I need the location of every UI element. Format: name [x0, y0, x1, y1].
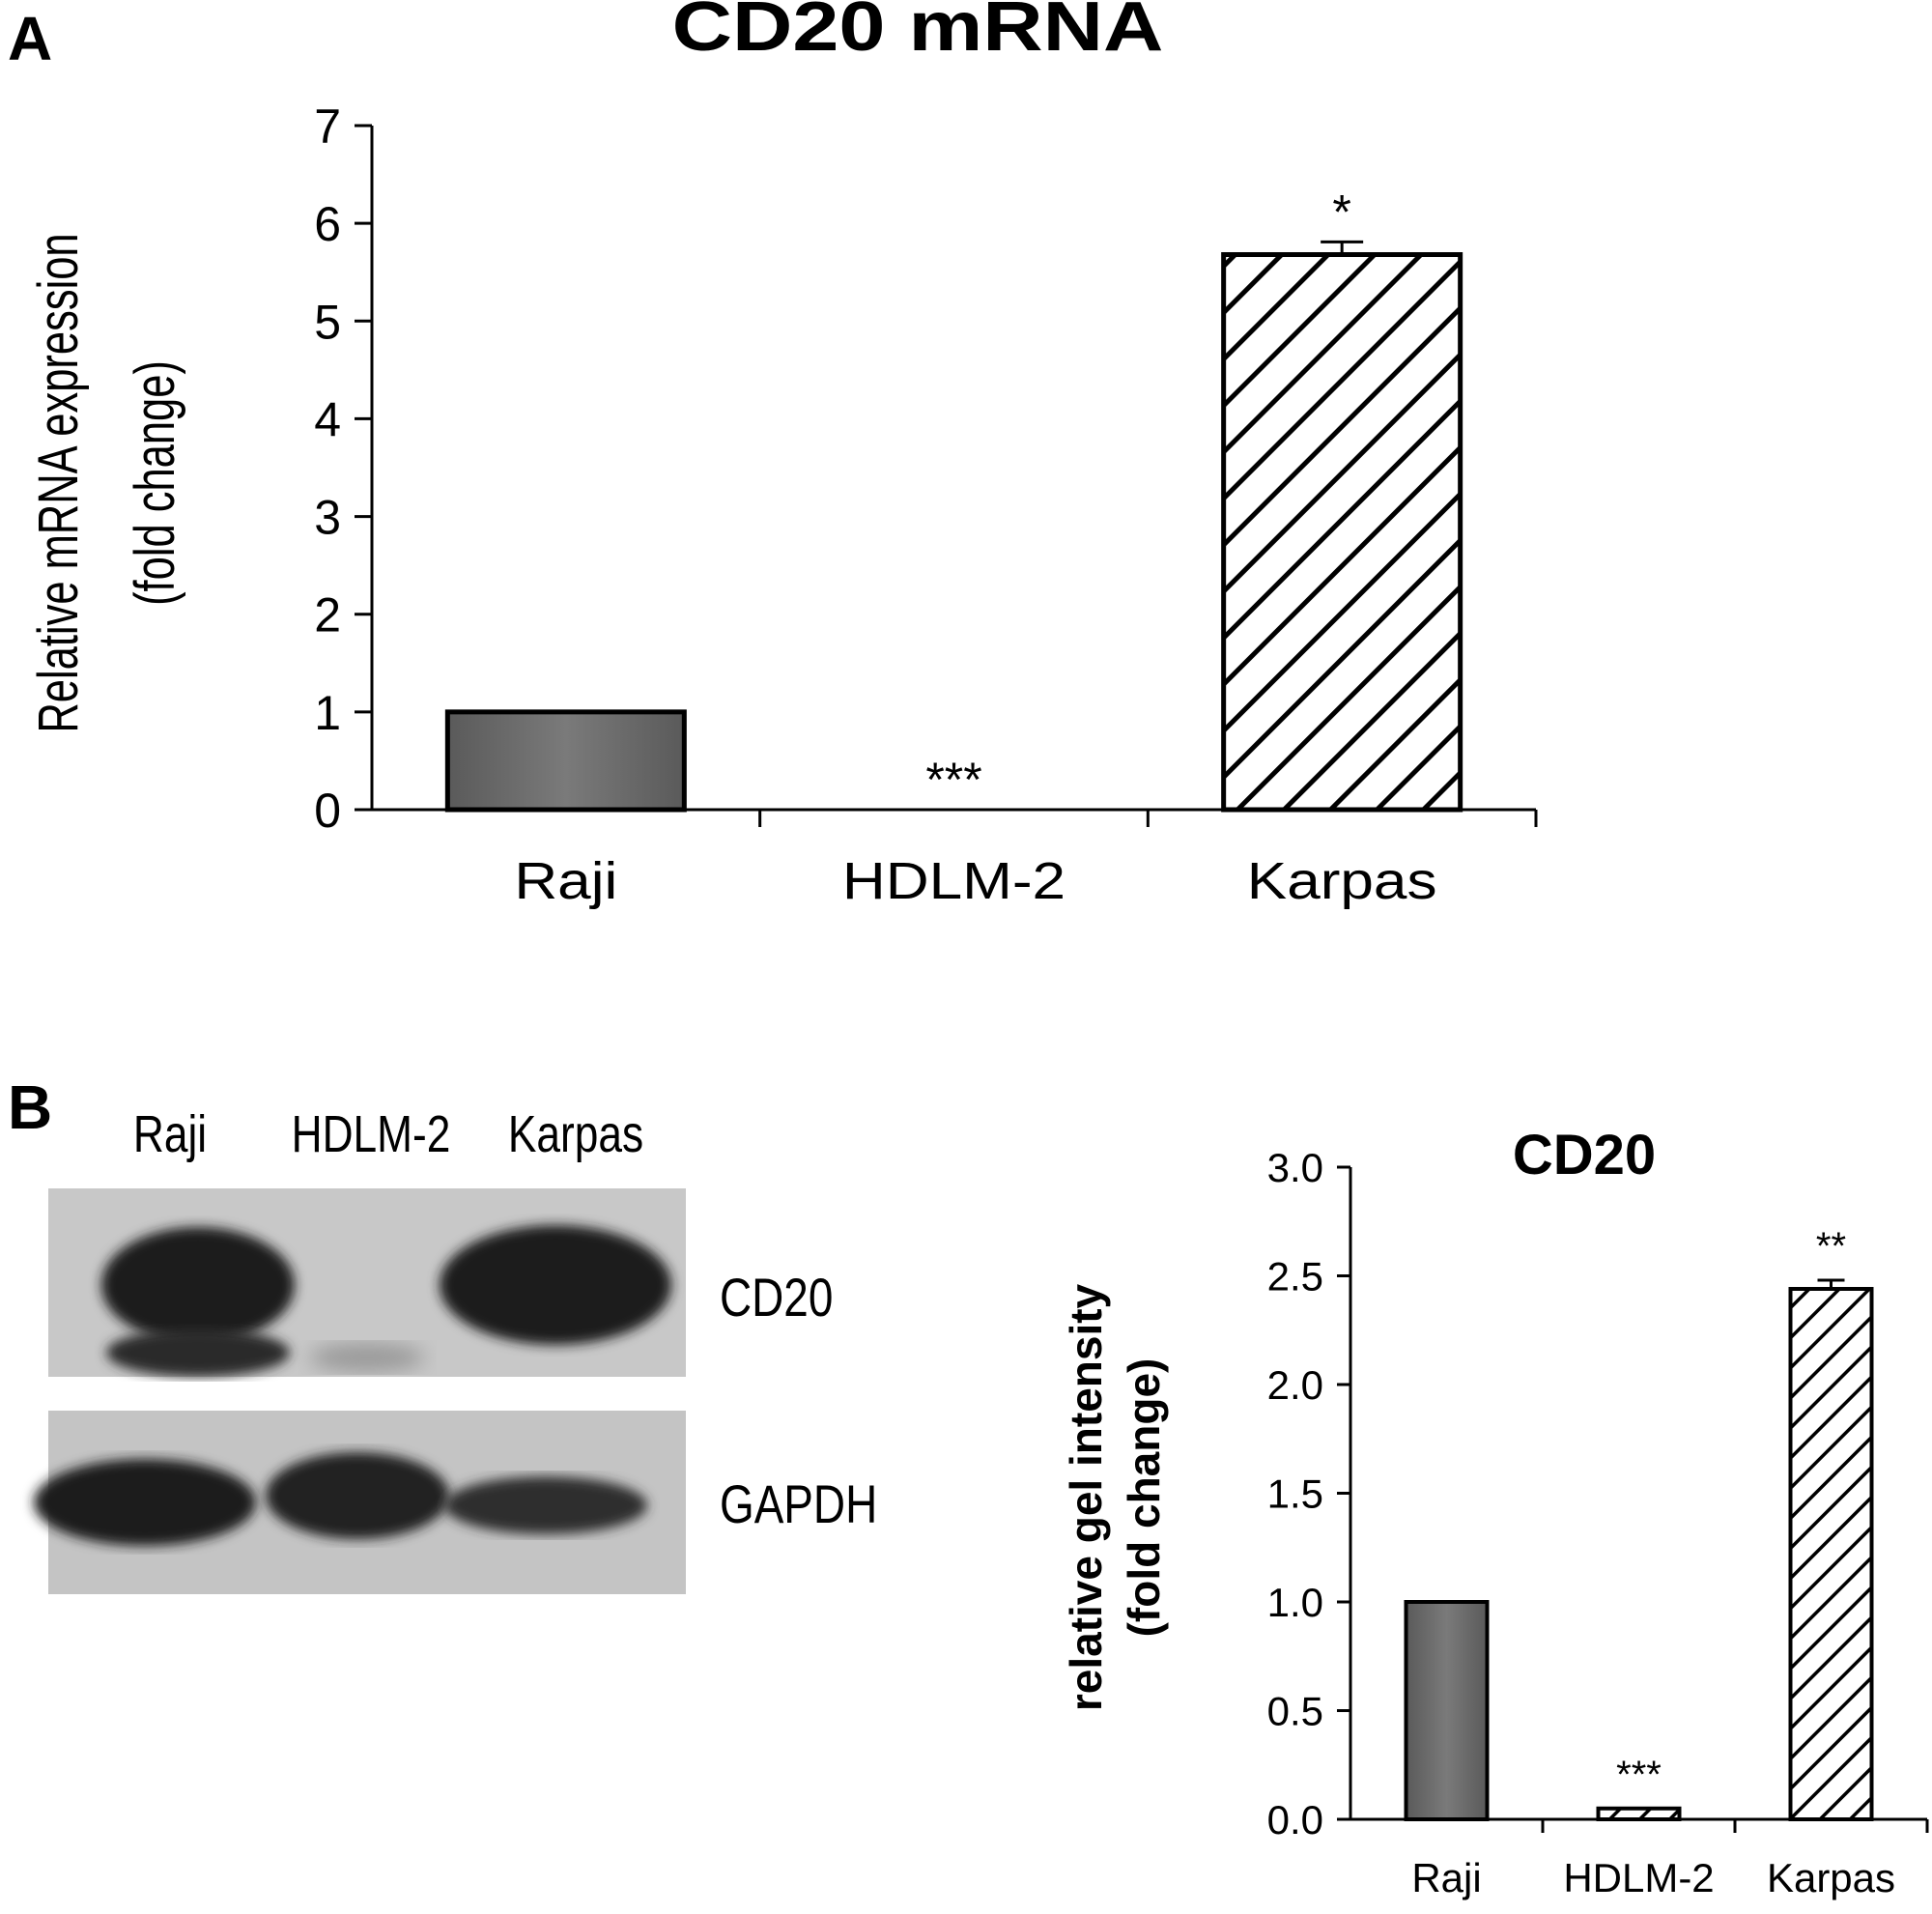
blot-band — [106, 1328, 290, 1377]
blot-band — [34, 1459, 256, 1546]
y-tick-label: 3 — [314, 491, 341, 545]
bar — [1404, 1600, 1490, 1821]
x-tick-label: HDLM-2 — [842, 852, 1065, 910]
y-tick-label: 3.0 — [1267, 1145, 1323, 1190]
chart-title: CD20 mRNA — [672, 0, 1164, 65]
chart-a: CD20 mRNA Relative mRNA expression (fold c… — [27, 0, 1538, 910]
y-tick-label: 2.5 — [1267, 1254, 1323, 1300]
y-tick-label: 0.5 — [1267, 1689, 1323, 1734]
western-blot: Raji HDLM-2 Karpas CD20 GAPDH — [34, 1105, 877, 1594]
y-tick-label: 7 — [314, 100, 341, 154]
y-tick-label: 0 — [314, 784, 341, 838]
x-tick-label: Raji — [514, 852, 617, 910]
y-tick-label: 1.5 — [1267, 1471, 1323, 1517]
y-tick-label: 2.0 — [1267, 1362, 1323, 1408]
blot-lane-label: Raji — [133, 1105, 207, 1163]
y-tick-label: 4 — [314, 392, 341, 446]
x-tick-label: Karpas — [1767, 1855, 1895, 1900]
x-tick-label: HDLM-2 — [1563, 1855, 1714, 1900]
bar — [1788, 1287, 1874, 1821]
y-tick-label: 1 — [314, 686, 341, 740]
bar — [1221, 252, 1463, 813]
y-axis-label: (fold change) — [124, 360, 185, 606]
significance-label: * — [1332, 185, 1350, 239]
panel-a-label: A — [8, 4, 52, 73]
x-tick-label: Raji — [1411, 1855, 1481, 1900]
y-tick-label: 6 — [314, 197, 341, 251]
blot-band — [266, 1452, 449, 1539]
significance-label: *** — [925, 753, 981, 807]
x-tick-label: Karpas — [1247, 852, 1437, 910]
blot-protein-label: GAPDH — [720, 1474, 877, 1534]
y-tick-label: 5 — [314, 295, 341, 349]
bar — [1596, 1806, 1682, 1821]
y-tick-label: 2 — [314, 588, 341, 643]
panel-b-label: B — [8, 1072, 52, 1142]
y-axis-label: (fold change) — [1119, 1358, 1169, 1638]
blot-band — [309, 1343, 425, 1372]
chart-b: CD20 relative gel intensity (fold change) 0… — [1061, 1124, 1929, 1900]
blot-band — [101, 1227, 295, 1343]
y-axis-label: Relative mRNA expression — [27, 233, 89, 732]
y-tick-label: 1.0 — [1267, 1580, 1323, 1625]
y-axis-label: relative gel intensity — [1061, 1283, 1111, 1711]
blot-band — [444, 1476, 647, 1534]
significance-label: *** — [1616, 1754, 1662, 1796]
blot-lane-label: Karpas — [508, 1105, 643, 1163]
bar — [444, 709, 687, 813]
blot-lane-label: HDLM-2 — [292, 1105, 451, 1163]
blot-band — [440, 1225, 671, 1345]
blot-protein-label: CD20 — [720, 1268, 833, 1328]
significance-label: ** — [1816, 1225, 1846, 1268]
chart-title: CD20 — [1513, 1124, 1656, 1186]
y-tick-label: 0.0 — [1267, 1797, 1323, 1843]
